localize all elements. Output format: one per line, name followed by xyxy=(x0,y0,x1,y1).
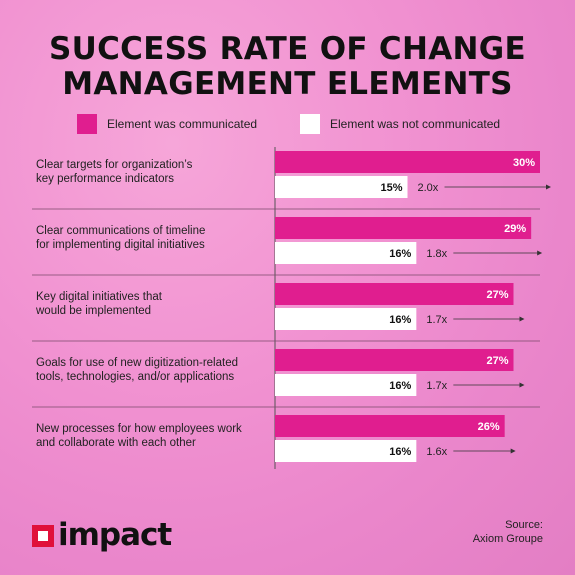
bar-not-communicated-5 xyxy=(275,440,417,462)
category-label-4: Goals for use of new digitization-relate… xyxy=(36,357,238,383)
category-label-5: New processes for how employees work and … xyxy=(36,423,242,449)
value-label-communicated-2: 29% xyxy=(504,223,526,235)
value-label-not-communicated-4: 16% xyxy=(389,380,411,392)
source-name: Axiom Groupe xyxy=(472,533,543,545)
ratio-label-2: 1.8x xyxy=(426,248,447,260)
chart-title-line-2: MANAGEMENT ELEMENTS xyxy=(62,66,513,102)
bar-not-communicated-3 xyxy=(275,308,417,330)
ratio-arrowhead-icon-2 xyxy=(537,250,543,256)
ratio-arrowhead-icon-3 xyxy=(519,316,525,322)
legend-item-not-communicated: Element was not communicated xyxy=(300,113,500,135)
chart-title: SUCCESS RATE OF CHANGE MANAGEMENT ELEMEN… xyxy=(0,32,575,102)
chart-title-line-1: SUCCESS RATE OF CHANGE xyxy=(49,31,526,67)
legend-label-not-communicated: Element was not communicated xyxy=(330,117,501,131)
ratio-label-1: 2.0x xyxy=(418,182,439,194)
value-label-not-communicated-3: 16% xyxy=(389,314,411,326)
source-label: Source: xyxy=(505,519,543,531)
bar-communicated-4 xyxy=(275,349,514,371)
legend-item-communicated: Element was communicated xyxy=(77,113,257,135)
legend-swatch-communicated xyxy=(77,114,97,134)
value-label-communicated-3: 27% xyxy=(486,289,508,301)
category-label-3: Key digital initiatives that would be imp… xyxy=(35,291,163,317)
category-label-2: Clear communications of timeline for impl… xyxy=(36,225,205,251)
logo-mark-icon xyxy=(32,524,54,547)
bar-communicated-1 xyxy=(275,151,540,173)
logo-wordmark: impact xyxy=(58,517,172,553)
bar-communicated-3 xyxy=(275,283,514,305)
ratio-arrowhead-icon-4 xyxy=(519,382,525,388)
ratio-label-5: 1.6x xyxy=(426,446,447,458)
value-label-not-communicated-2: 16% xyxy=(389,248,411,260)
ratio-label-4: 1.7x xyxy=(426,380,447,392)
impact-logo: impact xyxy=(32,517,172,553)
bar-not-communicated-2 xyxy=(275,242,417,264)
source-note: Source: Axiom Groupe xyxy=(473,518,543,546)
legend-label-communicated: Element was communicated xyxy=(107,117,258,131)
bar-not-communicated-1 xyxy=(275,176,408,198)
ratio-arrowhead-icon-1 xyxy=(546,184,551,190)
ratio-label-3: 1.7x xyxy=(426,314,447,326)
value-label-communicated-5: 26% xyxy=(478,421,500,433)
bar-communicated-2 xyxy=(275,217,532,239)
legend-swatch-not-communicated xyxy=(300,114,320,134)
value-label-not-communicated-1: 15% xyxy=(380,182,402,194)
value-label-communicated-4: 27% xyxy=(486,355,508,367)
bar-communicated-5 xyxy=(275,415,505,437)
category-label-1: Clear targets for organization’s key perf… xyxy=(36,159,193,185)
bar-not-communicated-4 xyxy=(275,374,417,396)
value-label-communicated-1: 30% xyxy=(513,157,535,169)
ratio-arrowhead-icon-5 xyxy=(510,448,516,454)
value-label-not-communicated-5: 16% xyxy=(389,446,411,458)
